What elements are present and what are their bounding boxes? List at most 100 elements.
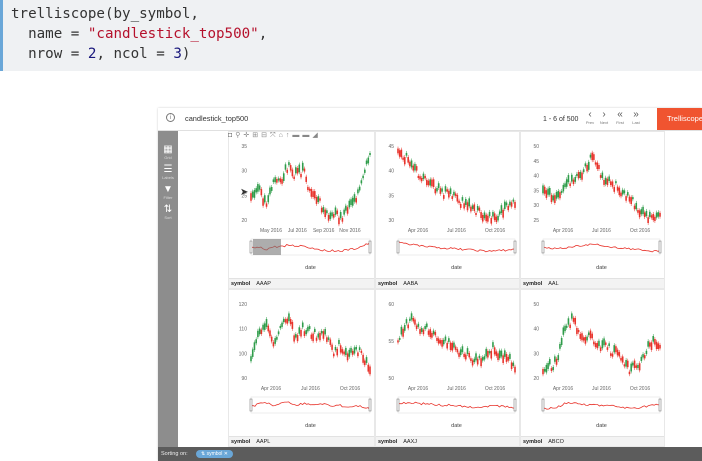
candle-body [298,164,301,173]
candle-body [305,176,307,182]
candle-body [550,368,553,371]
sort-pill-button[interactable]: ⇅ symbol ✕ [196,450,233,458]
range-slider-line [542,402,661,410]
candle-body [419,176,421,180]
candle-body [336,348,339,356]
candle-body [657,343,660,350]
panel-label-strip: symbol AAAP [229,278,374,288]
candle-body [565,179,568,187]
panel-abco[interactable]: 50 40 30 20 Apr 2016 Jul 2016 Oct 2016 date symb… [520,289,665,447]
candle-body [350,199,352,205]
candle-body [495,216,498,223]
info-icon[interactable]: i [166,113,175,122]
candle-body [274,338,276,344]
code-line-3-key: nrow = [28,46,88,62]
x-axis-title: date [305,265,316,271]
candle-body [626,360,629,368]
sort-icon: ⇅ [163,204,173,215]
sidebar-filter-button[interactable]: ▼ Filter [158,185,178,201]
candle-body [429,329,432,338]
range-handle-right [658,398,662,412]
compare-icon[interactable]: ▬ [302,132,310,139]
range-handle-left [541,240,545,254]
x-tick-label: Jul 2016 [447,228,466,234]
candle-body [493,347,496,355]
candle-body [574,177,577,182]
y-tick-label: 120 [239,302,248,308]
panel-aal[interactable]: 50 45 40 35 30 25 Apr 2016 Jul 2016 Oct 2016 date… [520,131,665,289]
candle-body [251,191,254,198]
candle-body [594,162,597,165]
candle-body [432,330,435,335]
candle-body [572,179,575,185]
spike-icon[interactable]: ↑ [285,132,290,139]
autoscale-icon[interactable]: ⤧ [270,132,276,139]
candle-body [403,157,406,165]
first-icon: « [617,109,623,120]
candle-body [616,349,619,356]
zoom-in-icon[interactable]: ⊞ [252,132,259,139]
candle-body [554,195,556,204]
sidebar-sort-button[interactable]: ⇅ Sort [158,204,178,221]
candle-body [456,349,459,353]
candle-body [258,328,261,335]
next-page-button[interactable]: › Next [597,110,611,126]
range-handle-left [541,398,545,412]
candle-body [483,356,486,360]
grid-icon: ▦ [163,144,173,155]
plotly-logo-icon[interactable]: ◢ [312,132,318,139]
panel-aapl[interactable]: 120 110 100 90 Apr 2016 Jul 2016 Oct 2016 date s… [228,289,375,447]
range-slider-line [397,241,516,253]
candle-body [365,160,368,165]
candle-body [307,326,309,332]
label-key: symbol [231,281,251,287]
panel-aaxj[interactable]: 60 55 50 Apr 2016 Jul 2016 Oct 2016 date symbol… [375,289,520,447]
candle-body [470,206,472,212]
candle-body [490,350,493,359]
candle-body [574,317,577,325]
pan-icon[interactable]: ✛ [243,132,250,139]
y-tick-label: 35 [388,193,394,199]
trelliscope-brand-button[interactable]: Trelliscope [657,108,702,130]
zoom-icon[interactable]: ⚲ [235,132,241,139]
candle-body [543,369,546,372]
candle-body [296,167,299,174]
candle-body [257,330,259,338]
x-tick-label: Jul 2016 [288,228,307,234]
candle-body [453,191,455,196]
candle-body [426,179,428,186]
candle-body [608,176,610,182]
panel-aaba[interactable]: 45 40 35 30 Apr 2016 Jul 2016 Oct 2016 date symb… [375,131,520,289]
candle-body [564,325,566,332]
candle-body [512,199,515,202]
candle-body [478,207,481,211]
candle-body [341,218,344,222]
candle-body [606,347,609,350]
panel-aaap[interactable]: 35 30 25 20 May 2016 Jul 2016 Sep 2016 Nov 2016… [228,131,375,289]
candle-body [497,353,499,361]
candle-body [420,177,423,182]
candle-body [397,148,399,154]
candle-body [427,180,430,186]
zoom-out-icon[interactable]: ⊟ [261,132,267,139]
candle-body [510,202,513,207]
reset-icon[interactable]: ⌂ [278,132,283,139]
last-icon: » [633,109,639,120]
last-page-button[interactable]: » Last [629,109,643,126]
camera-icon[interactable]: ◘ [228,132,233,139]
candle-body [307,186,309,191]
label-value: AABA [403,281,418,287]
candle-body [426,323,428,328]
sidebar-labels-button[interactable]: ☰ Labels [158,165,178,181]
candle-body [587,332,590,336]
candle-body [514,366,516,373]
sidebar-grid-button[interactable]: ▦ Grid [158,144,178,161]
hover-icon[interactable]: ▬ [292,132,300,139]
candle-body [336,210,339,215]
prev-page-button[interactable]: ‹ Prev [583,110,597,126]
candle-body [441,339,443,347]
first-page-button[interactable]: «First [613,109,627,126]
candle-body [414,319,416,325]
y-tick-label: 50 [533,144,539,150]
code-line-3-ncol: 3 [173,46,182,62]
